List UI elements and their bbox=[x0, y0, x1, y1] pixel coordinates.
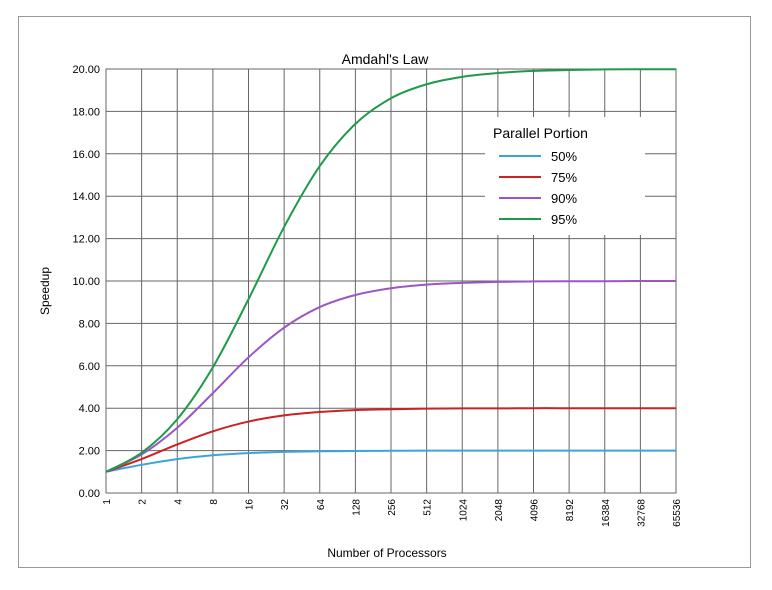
y-tick-label: 10.00 bbox=[72, 276, 100, 288]
y-tick-label: 16.00 bbox=[72, 149, 100, 161]
x-tick-label: 8192 bbox=[565, 499, 576, 522]
x-tick-label: 32768 bbox=[636, 499, 647, 527]
y-tick-labels: 0.00 2.00 4.00 6.00 8.00 10.00 12.00 14.00 16.00… bbox=[72, 64, 100, 500]
series-line-50pct bbox=[105, 449, 676, 473]
series-line-95pct bbox=[105, 68, 677, 473]
legend-title: Parallel Portion bbox=[493, 125, 588, 141]
x-tick-label: 128 bbox=[351, 499, 362, 516]
x-tick-label: 32 bbox=[280, 499, 291, 511]
x-tick-label: 16 bbox=[245, 499, 256, 511]
x-tick-label: 256 bbox=[387, 499, 398, 516]
legend-label: 75% bbox=[551, 170, 577, 185]
y-tick-label: 12.00 bbox=[72, 234, 100, 246]
y-tick-label: 18.00 bbox=[72, 106, 100, 118]
series-lines bbox=[105, 68, 677, 473]
x-tick-label: 4096 bbox=[530, 499, 541, 522]
x-tick-labels: 1 2 4 8 16 32 64 128 256 512 1024 2048 4096 8192 16384… bbox=[102, 499, 683, 527]
y-axis-label: Speedup bbox=[38, 267, 52, 315]
x-tick-label: 65536 bbox=[672, 499, 683, 527]
x-tick-label: 1 bbox=[102, 499, 113, 505]
x-tick-label: 2 bbox=[138, 499, 149, 505]
line-chart: Amdahl's Law 0.002.004.006.008.0010.0012… bbox=[38, 51, 683, 560]
series-line-75pct bbox=[105, 407, 676, 473]
y-tick-label: 14.00 bbox=[72, 191, 100, 203]
y-tick-label: 2.00 bbox=[79, 446, 100, 458]
x-tick-label: 512 bbox=[423, 499, 434, 516]
x-tick-label: 4 bbox=[173, 499, 184, 505]
legend-label: 95% bbox=[551, 212, 577, 227]
legend-label: 90% bbox=[551, 191, 577, 206]
legend-label: 50% bbox=[551, 149, 577, 164]
y-tick-label: 0.00 bbox=[79, 488, 100, 500]
chart-frame: Amdahl's Law 0.00 2.00 4.00 6.00 8.00 10.00 12… bbox=[18, 16, 751, 568]
y-tick-label: 20.00 bbox=[72, 64, 100, 76]
x-tick-label: 1024 bbox=[458, 499, 469, 522]
y-tick-label: 6.00 bbox=[79, 361, 100, 373]
x-tick-label: 8 bbox=[209, 499, 220, 505]
x-tick-label: 16384 bbox=[601, 499, 612, 527]
x-axis-label: Number of Processors bbox=[327, 546, 446, 560]
chart-title: Amdahl's Law bbox=[342, 51, 430, 67]
y-tick-label: 4.00 bbox=[79, 403, 100, 415]
legend: Parallel Portion 50% 75% 90% 95% bbox=[485, 117, 645, 235]
x-tick-label: 2048 bbox=[494, 499, 505, 522]
y-tick-label: 8.00 bbox=[79, 318, 100, 330]
series-line-90pct bbox=[105, 279, 677, 473]
x-tick-label: 64 bbox=[316, 499, 327, 511]
